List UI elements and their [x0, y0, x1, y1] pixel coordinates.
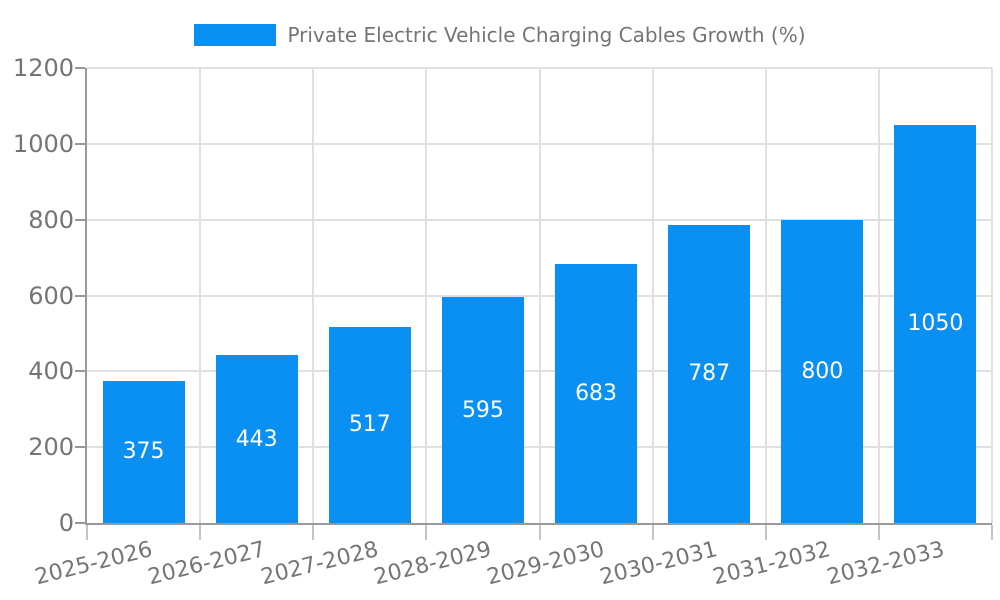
y-axis-label: 0	[58, 509, 74, 537]
y-axis-label: 200	[28, 433, 74, 462]
x-axis-label: 2027-2028	[258, 537, 381, 591]
y-axis-tick	[75, 67, 85, 69]
bar-value-label: 443	[235, 426, 278, 452]
x-gridline	[538, 68, 541, 523]
bar-value-label: 595	[461, 397, 504, 423]
x-gridline	[991, 68, 993, 523]
bar[interactable]: 800	[781, 219, 864, 523]
bar[interactable]: 375	[102, 380, 185, 523]
bar[interactable]: 1050	[894, 124, 977, 523]
y-axis-label: 800	[28, 205, 74, 234]
bar[interactable]: 443	[215, 355, 298, 523]
legend-swatch	[194, 24, 277, 46]
y-axis-tick	[75, 294, 85, 297]
x-axis-tick	[538, 525, 541, 540]
x-axis-label: 2031-2032	[710, 537, 834, 591]
x-axis-tick	[877, 525, 880, 540]
x-axis-label: 2028-2029	[371, 537, 494, 591]
y-axis-line	[85, 68, 87, 525]
bar-value-label: 1050	[907, 311, 964, 337]
x-axis-tick	[199, 525, 202, 540]
bar-value-label: 800	[801, 358, 844, 384]
x-gridline	[651, 68, 654, 523]
chart-legend[interactable]: Private Electric Vehicle Charging Cables…	[0, 22, 1000, 48]
x-axis-label: 2026-2027	[145, 537, 268, 591]
y-axis-label: 1200	[12, 54, 74, 82]
bar[interactable]: 787	[668, 224, 751, 523]
x-gridline	[199, 68, 202, 523]
x-axis-tick	[425, 525, 428, 540]
bar[interactable]: 683	[555, 264, 638, 523]
y-axis-label: 1000	[12, 129, 74, 158]
x-gridline	[425, 68, 428, 523]
legend-label: Private Electric Vehicle Charging Cables…	[287, 23, 806, 47]
x-axis-tick	[86, 525, 88, 540]
bar-value-label: 375	[122, 439, 165, 465]
x-gridline	[312, 68, 315, 523]
y-axis-tick	[75, 522, 85, 524]
bar[interactable]: 517	[328, 326, 411, 523]
y-axis-tick	[75, 370, 85, 373]
bar-value-label: 517	[348, 412, 391, 438]
bar[interactable]: 595	[441, 297, 524, 523]
x-axis-tick	[312, 525, 315, 540]
bar-value-label: 787	[688, 361, 731, 387]
y-axis-tick	[75, 446, 85, 449]
x-axis-tick	[764, 525, 767, 540]
x-axis-label: 2029-2030	[484, 537, 608, 591]
x-gridline	[877, 68, 880, 523]
x-axis-tick	[651, 525, 654, 540]
x-axis-line	[85, 523, 992, 525]
x-gridline	[764, 68, 767, 523]
x-axis-label: 2032-2033	[824, 537, 947, 591]
y-axis-label: 400	[28, 357, 74, 386]
y-axis-tick	[75, 218, 85, 221]
y-axis-label: 600	[28, 281, 74, 310]
x-axis-tick	[991, 525, 993, 540]
x-axis-label: 2025-2026	[32, 537, 155, 591]
y-axis-tick	[75, 142, 85, 145]
x-axis-label: 2030-2031	[597, 537, 721, 591]
bar-value-label: 683	[575, 381, 618, 406]
